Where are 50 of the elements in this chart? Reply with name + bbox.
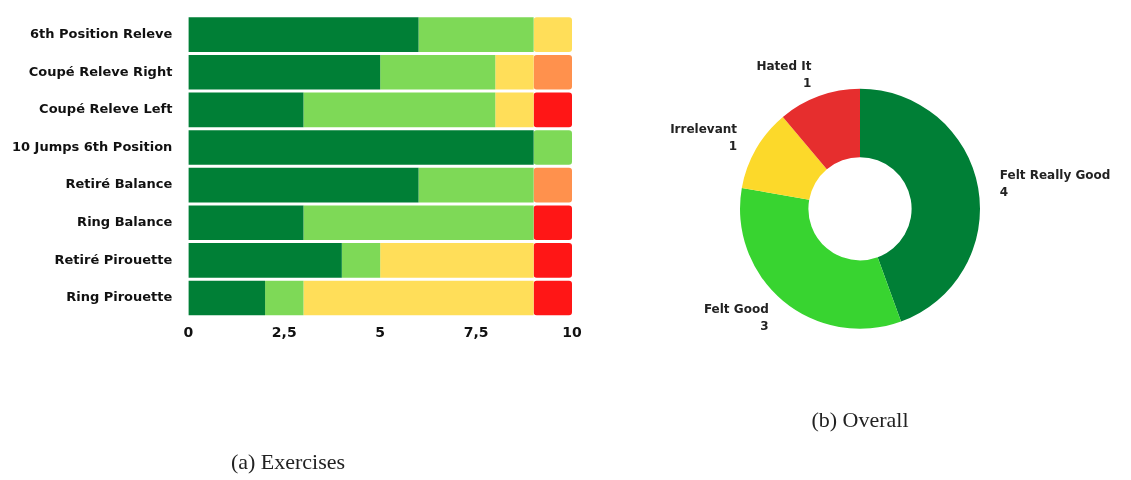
bar: [188, 205, 304, 241]
slice-label: Hated It: [756, 59, 812, 74]
y-tick-label: Ring Pirouette: [66, 289, 173, 305]
slice-label: Felt Really Good: [999, 168, 1111, 183]
bar: [533, 92, 572, 128]
y-tick-label: Coupé Releve Left: [39, 101, 173, 117]
bar: [188, 92, 304, 128]
bar: [188, 17, 419, 52]
bar: [533, 167, 572, 203]
bar: [533, 54, 572, 90]
x-tick-label: 10: [562, 323, 582, 340]
bar: [188, 243, 342, 278]
y-tick-label: Coupé Releve Right: [28, 63, 173, 79]
x-tick-label: 0: [183, 323, 194, 340]
bar: [533, 280, 572, 316]
slice-label: Felt Good: [703, 301, 769, 316]
bar: [188, 54, 381, 90]
x-tick-label: 5: [375, 323, 386, 340]
bar: [188, 130, 534, 165]
y-tick-label: Retiré Balance: [65, 176, 173, 192]
bar: [341, 243, 381, 278]
data-label: 4: [999, 185, 1009, 200]
bar: [533, 205, 572, 241]
bar: [418, 17, 534, 52]
data-label: 1: [803, 76, 812, 91]
bar: [303, 280, 534, 316]
bar: [495, 92, 534, 128]
bar: [418, 167, 534, 203]
text: (a) Exercises: [230, 448, 346, 474]
bar: [303, 205, 534, 241]
bar: [533, 130, 572, 165]
bar: [380, 243, 534, 278]
bar: [495, 54, 534, 90]
bar: [380, 54, 496, 90]
y-tick-label: 10 Jumps 6th Position: [12, 138, 173, 154]
x-tick-label: 7,5: [463, 323, 489, 340]
y-tick-label: 6th Position Releve: [29, 25, 173, 41]
data-label: 3: [760, 318, 769, 333]
data-label: 1: [728, 138, 738, 153]
bar: [188, 167, 419, 203]
bar: [533, 243, 572, 278]
y-tick-label: Retiré Pirouette: [54, 251, 173, 267]
bar: [303, 92, 496, 128]
y-tick-label: Ring Balance: [77, 214, 173, 230]
bar: [533, 17, 572, 52]
slice-label: Irrelevant: [670, 121, 738, 136]
text: (b) Overall: [811, 406, 909, 432]
bar: [265, 280, 304, 316]
bar: [188, 280, 266, 316]
x-tick-label: 2,5: [271, 323, 297, 340]
